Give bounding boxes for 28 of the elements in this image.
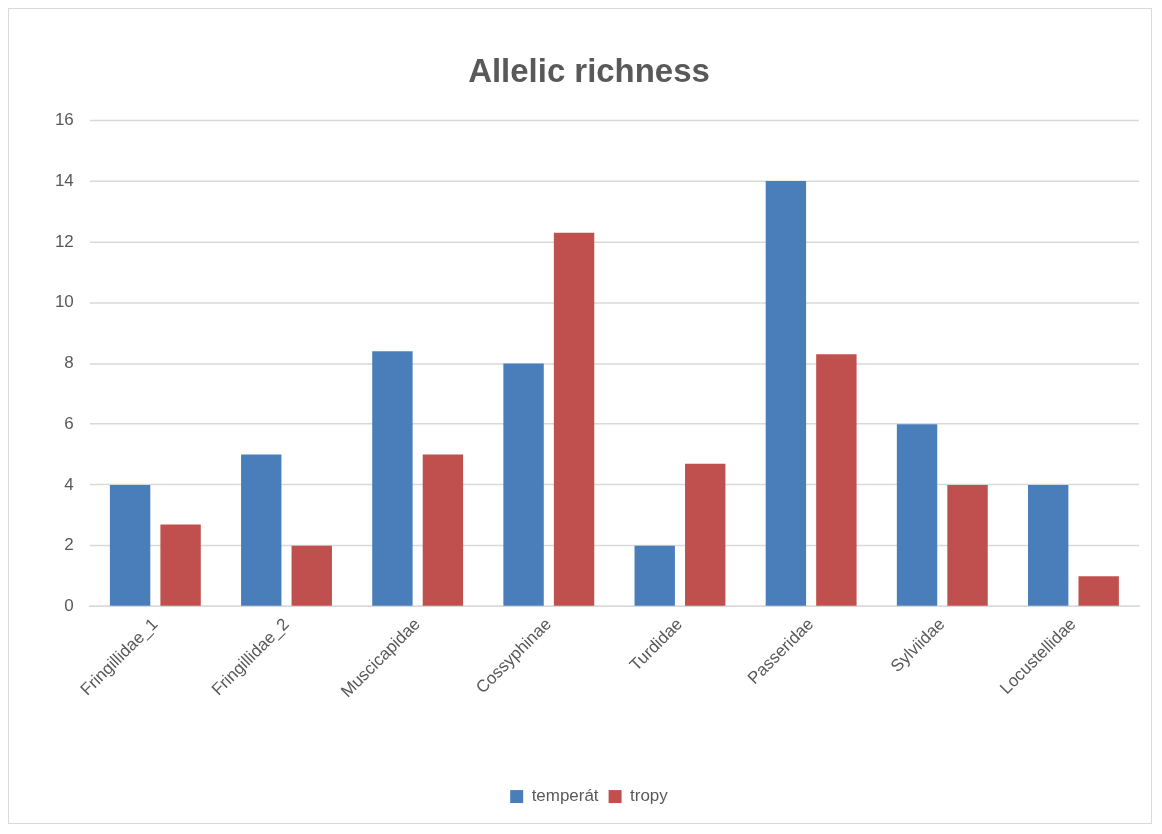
bar bbox=[372, 351, 413, 606]
y-tick-label: 0 bbox=[64, 596, 74, 616]
y-tick-label: 12 bbox=[54, 231, 74, 251]
bar bbox=[816, 354, 857, 606]
bar bbox=[947, 484, 988, 606]
y-tick-label: 14 bbox=[54, 170, 74, 190]
bar bbox=[241, 454, 282, 606]
bar bbox=[765, 181, 807, 606]
chart-title: Allelic richness bbox=[468, 51, 710, 89]
bar bbox=[422, 454, 464, 606]
bar bbox=[503, 363, 544, 606]
bar bbox=[896, 424, 938, 606]
bar bbox=[634, 545, 675, 606]
bar bbox=[109, 484, 151, 606]
y-tick-label: 10 bbox=[54, 292, 74, 312]
y-tick-label: 8 bbox=[64, 353, 74, 373]
y-tick-label: 16 bbox=[54, 110, 74, 129]
bar bbox=[685, 463, 726, 606]
legend-label: temperát bbox=[531, 786, 599, 806]
bar bbox=[160, 524, 201, 606]
y-tick-label: 2 bbox=[64, 535, 74, 555]
y-tick-label: 6 bbox=[64, 413, 74, 433]
bar bbox=[553, 232, 595, 606]
y-tick-label: 4 bbox=[64, 474, 74, 494]
bar bbox=[1028, 484, 1069, 606]
legend-label: tropy bbox=[630, 786, 669, 806]
bar bbox=[291, 545, 332, 606]
bar bbox=[1078, 576, 1119, 606]
